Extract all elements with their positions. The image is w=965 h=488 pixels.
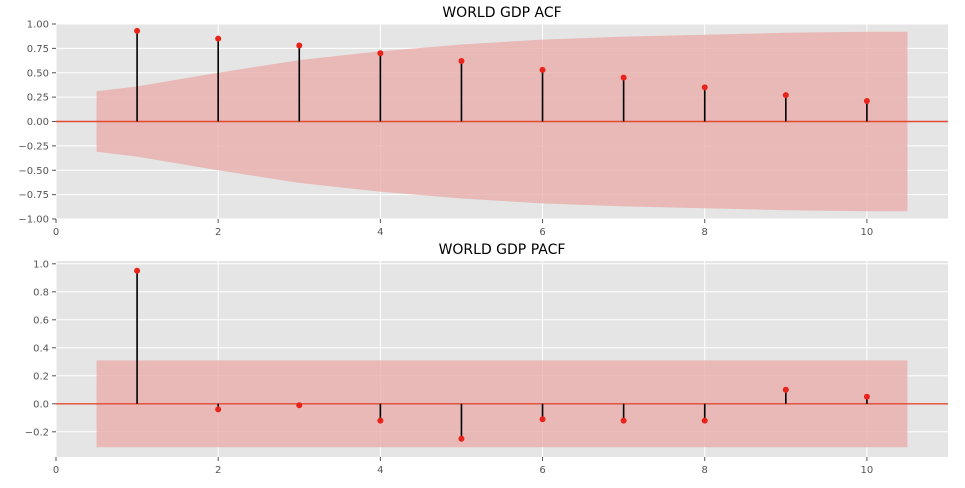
acf-ytick-label: −1.00: [18, 215, 49, 226]
acf-xtick-label: 4: [377, 227, 383, 238]
acf-marker-lag-7: [620, 74, 627, 81]
pacf-panel: 0 2 4 6 8 10 −0.2 0.0 0.2 0.4 0.6 0.8 1.0 WORLD GDP P…: [25, 242, 948, 476]
pacf-marker-lag-9: [782, 386, 789, 393]
pacf-chart-title: WORLD GDP PACF: [439, 242, 566, 258]
acf-marker-lag-2: [215, 35, 222, 42]
pacf-marker-lag-3: [296, 402, 303, 409]
acf-ytick-label: 0.00: [27, 117, 49, 128]
acf-ytick-label: 1.00: [27, 20, 49, 31]
pacf-marker-lag-4: [377, 417, 384, 424]
pacf-xtick-label: 8: [702, 465, 708, 476]
pacf-xtick-label: 2: [215, 465, 221, 476]
pacf-marker-lag-2: [215, 406, 222, 413]
pacf-marker-lag-6: [539, 416, 546, 423]
acf-xtick-label: 6: [539, 227, 545, 238]
acf-marker-lag-8: [701, 84, 708, 91]
acf-xtick-label: 0: [53, 227, 59, 238]
pacf-ytick-label: 0.2: [33, 371, 49, 382]
acf-xtick-label: 10: [861, 227, 874, 238]
pacf-ytick-label: 1.0: [33, 259, 49, 270]
pacf-ytick-label: −0.2: [25, 427, 49, 438]
pacf-ytick-label: 0.6: [33, 315, 49, 326]
acf-ytick-label: 0.25: [27, 93, 49, 104]
acf-marker-lag-4: [377, 50, 384, 57]
acf-chart-title: WORLD GDP ACF: [442, 5, 561, 21]
pacf-xtick-label: 4: [377, 465, 383, 476]
acf-ytick-label: −0.50: [18, 166, 49, 177]
acf-marker-lag-5: [458, 58, 465, 65]
pacf-ytick-label: 0.0: [33, 399, 49, 410]
acf-ytick-label: −0.75: [18, 190, 49, 201]
pacf-xtick-label: 6: [539, 465, 545, 476]
acf-marker-lag-6: [539, 66, 546, 73]
pacf-xtick-label: 10: [861, 465, 874, 476]
pacf-ytick-label: 0.8: [33, 287, 49, 298]
pacf-marker-lag-5: [458, 435, 465, 442]
pacf-marker-lag-8: [701, 417, 708, 424]
acf-ytick-label: 0.50: [27, 68, 49, 79]
acf-marker-lag-9: [782, 92, 789, 99]
pacf-ytick-label: 0.4: [33, 343, 49, 354]
acf-marker-lag-1: [134, 27, 141, 34]
acf-xtick-label: 2: [215, 227, 221, 238]
acf-ytick-label: 0.75: [27, 44, 49, 55]
pacf-marker-lag-10: [863, 393, 870, 400]
acf-ytick-label: −0.25: [18, 141, 49, 152]
pacf-marker-lag-1: [134, 267, 141, 274]
pacf-marker-lag-7: [620, 417, 627, 424]
acf-xtick-label: 8: [702, 227, 708, 238]
acf-panel: 0 2 4 6 8 10 −1.00 −0.75 −0.50 −0.25 0.00 0.25 0.50 0…: [18, 5, 948, 238]
pacf-xtick-label: 0: [53, 465, 59, 476]
acf-marker-lag-3: [296, 42, 303, 49]
acf-marker-lag-10: [863, 98, 870, 105]
